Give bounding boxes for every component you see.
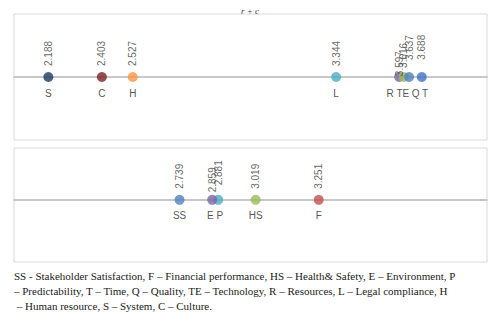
svg-text:3.019: 3.019: [250, 163, 261, 188]
svg-text:P: P: [217, 210, 224, 221]
svg-text:C: C: [98, 88, 105, 99]
svg-text:SS: SS: [173, 210, 187, 221]
svg-text:H: H: [129, 88, 136, 99]
svg-text:2.859: 2.859: [207, 167, 218, 192]
svg-text:2.188: 2.188: [43, 41, 54, 66]
svg-text:2.527: 2.527: [127, 41, 138, 66]
svg-text:3.251: 3.251: [313, 163, 324, 188]
svg-text:– Predictability, T – Time, Q: – Predictability, T – Time, Q – Quality,…: [13, 285, 447, 297]
svg-text:HS: HS: [249, 210, 263, 221]
svg-text:L: L: [333, 88, 339, 99]
svg-text:Q: Q: [412, 88, 420, 99]
svg-text:3.688: 3.688: [416, 34, 427, 59]
svg-text:3.344: 3.344: [331, 41, 342, 66]
svg-text:2.739: 2.739: [174, 163, 185, 188]
svg-text:F: F: [316, 210, 322, 221]
svg-text:S: S: [45, 88, 52, 99]
svg-text:r + c: r + c: [241, 6, 259, 16]
svg-text:3.637: 3.637: [404, 35, 415, 60]
svg-text:2.403: 2.403: [96, 41, 107, 66]
svg-text:SS - Stakeholder Satisfaction,: SS - Stakeholder Satisfaction, F – Finan…: [14, 270, 458, 282]
svg-text:– Human resource, S – System,: – Human resource, S – System, C – Cultur…: [14, 300, 212, 312]
svg-text:R: R: [387, 88, 394, 99]
svg-text:2.881: 2.881: [212, 160, 224, 186]
svg-text:T: T: [422, 88, 428, 99]
svg-text:E: E: [207, 210, 214, 221]
svg-text:TE: TE: [397, 88, 410, 99]
